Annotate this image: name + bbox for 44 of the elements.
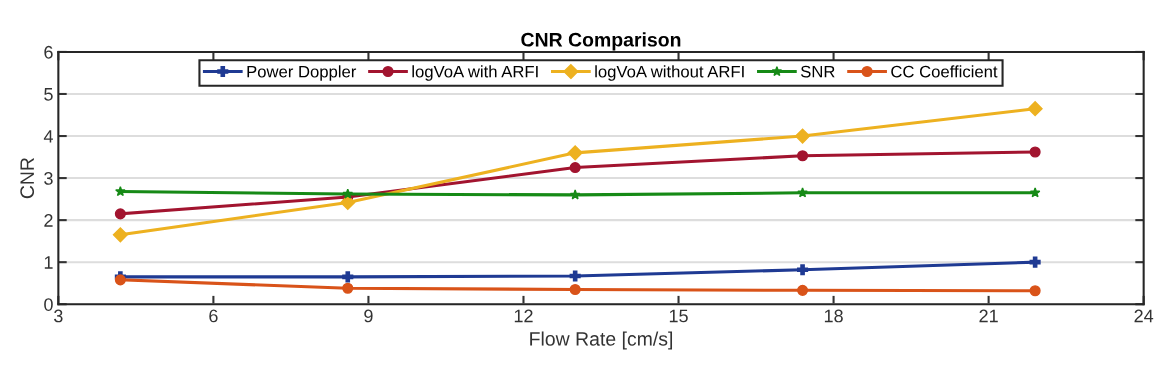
y-axis-title: CNR [20,157,35,199]
y-tick-label: 3 [44,172,53,185]
point [797,284,809,296]
x-tick-label: 9 [364,309,373,323]
point [1029,285,1041,297]
y-tick-label: 2 [44,214,53,227]
point [342,271,354,283]
y-tick-label: 0 [44,298,53,311]
point [112,227,128,243]
y-tick-label: 6 [44,45,53,59]
point [797,150,809,162]
point [797,187,808,198]
chart-title: CNR Comparison [521,32,681,51]
x-tick-label: 6 [209,309,218,323]
legend-label: logVoA without ARFI [595,65,744,81]
legend-label: Power Doppler [247,65,357,81]
legend-label: CC Coefficient [891,65,998,78]
point [797,264,809,276]
point [1029,256,1041,268]
x-tick-label: 15 [669,309,688,323]
point [794,128,811,144]
point [569,162,581,174]
x-tick-label: 12 [514,309,533,323]
x-axis-title: Flow Rate [cm/s] [530,331,673,350]
point [115,185,126,197]
point [569,283,581,296]
point [1027,101,1043,117]
y-tick-label: 5 [44,88,53,101]
point [567,145,583,161]
point [569,270,581,282]
point [1029,146,1041,158]
point [342,282,354,294]
point [342,188,354,199]
legend-label: SNR [800,65,835,78]
y-tick-label: 4 [43,130,53,143]
point [1029,187,1041,198]
x-tick-label: 18 [824,309,843,323]
x-tick-label: 24 [1134,309,1154,323]
x-tick-label: 3 [54,309,63,323]
point [114,208,126,220]
y-tick-label: 1 [44,256,53,269]
x-tick-label: 21 [979,309,998,323]
point [569,189,581,200]
legend-label: logVoA with ARFI [412,65,538,81]
